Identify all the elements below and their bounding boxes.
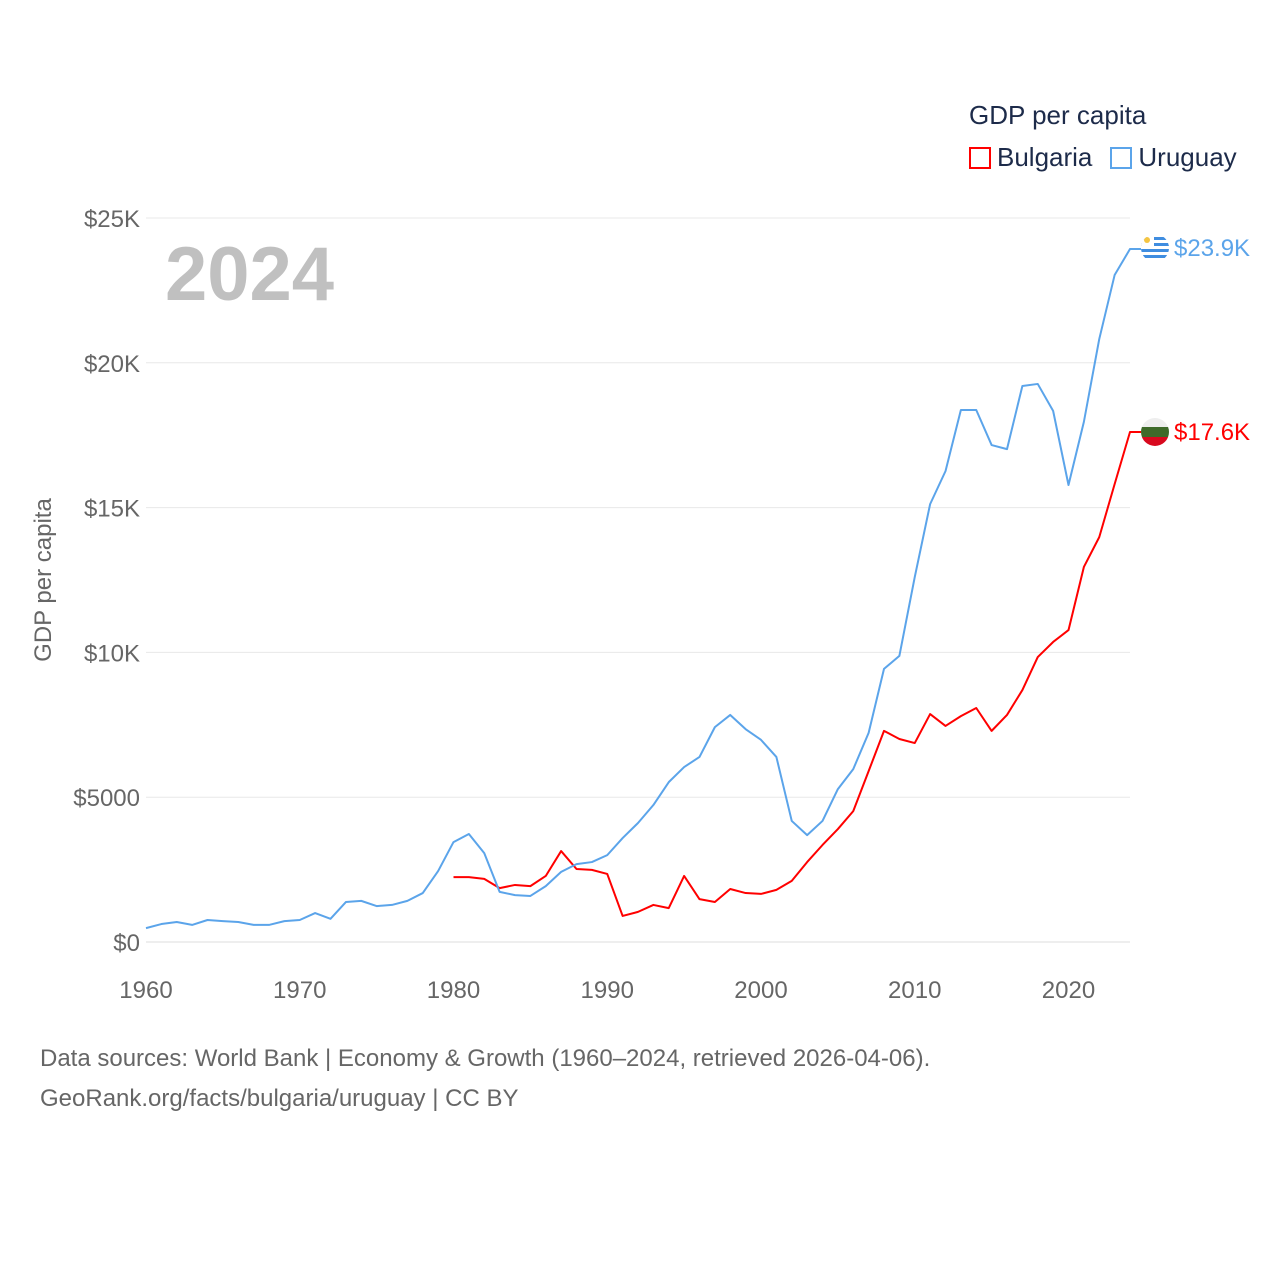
legend-label: Bulgaria <box>997 142 1093 172</box>
legend-title: GDP per capita <box>969 100 1147 130</box>
bulgaria-flag-icon <box>1141 418 1169 446</box>
legend-swatch-bulgaria <box>969 146 991 169</box>
footer-link[interactable]: GeoRank.org/facts/bulgaria/uruguay | CC … <box>40 1085 519 1112</box>
x-tick-label: 2010 <box>888 977 941 1004</box>
footer-sources: Data sources: World Bank | Economy & Gro… <box>40 1045 931 1072</box>
x-tick-label: 1980 <box>427 977 480 1004</box>
x-tick-label: 2020 <box>1042 977 1095 1004</box>
uruguay-flag-icon <box>1141 234 1169 262</box>
x-tick-label: 1990 <box>581 977 634 1004</box>
y-tick-label: $5000 <box>73 785 140 812</box>
legend-item-uruguay[interactable]: Uruguay <box>1110 142 1237 173</box>
end-label-uruguay: $23.9K <box>1174 235 1250 262</box>
series-line-bulgaria <box>453 431 1141 917</box>
series-line-uruguay <box>145 247 1141 930</box>
y-tick-label: $0 <box>113 930 140 957</box>
legend-item-bulgaria[interactable]: Bulgaria <box>969 142 1092 173</box>
y-tick-label: $15K <box>84 496 140 523</box>
x-tick-label: 1960 <box>119 977 172 1004</box>
legend-label: Uruguay <box>1138 142 1237 172</box>
y-tick-label: $10K <box>84 640 140 667</box>
year-label: 2024 <box>165 232 334 317</box>
x-tick-label: 1970 <box>273 977 326 1004</box>
y-tick-label: $25K <box>84 206 140 233</box>
legend-swatch-uruguay <box>1110 146 1133 169</box>
y-axis-label: GDP per capita <box>30 498 57 662</box>
y-tick-label: $20K <box>84 351 140 378</box>
x-tick-label: 2000 <box>734 977 787 1004</box>
legend: Bulgaria Uruguay <box>969 142 1237 173</box>
end-label-bulgaria: $17.6K <box>1174 419 1250 446</box>
